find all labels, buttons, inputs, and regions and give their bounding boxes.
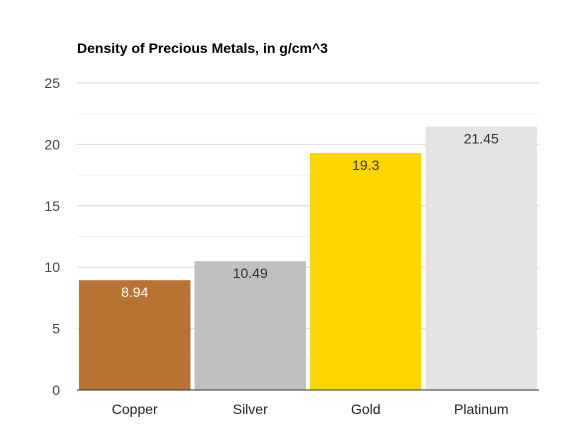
x-axis-categories: Copper Silver Gold Platinum: [112, 401, 509, 417]
y-tick-label: 20: [44, 136, 60, 152]
bars: [79, 126, 537, 391]
y-tick-label: 10: [44, 259, 60, 275]
data-label-copper: 8.94: [121, 284, 148, 300]
y-tick-label: 25: [44, 75, 60, 91]
y-tick-label: 0: [52, 382, 60, 398]
bar-gold: [310, 152, 422, 390]
bar-platinum: [425, 126, 537, 391]
data-label-silver: 10.49: [233, 265, 268, 281]
bar-copper: [79, 280, 191, 390]
x-tick-label-copper: Copper: [112, 401, 158, 417]
data-label-platinum: 21.45: [464, 131, 499, 147]
x-tick-label-gold: Gold: [351, 401, 381, 417]
y-tick-label: 15: [44, 198, 60, 214]
chart-title: Density of Precious Metals, in g/cm^3: [77, 40, 328, 56]
x-tick-label-platinum: Platinum: [454, 401, 508, 417]
data-labels: 8.94 10.49 19.3 21.45: [121, 131, 499, 301]
data-label-gold: 19.3: [352, 157, 379, 173]
y-axis-ticks: 0 5 10 15 20 25: [44, 75, 60, 398]
bar-silver: [194, 261, 306, 390]
x-tick-label-silver: Silver: [233, 401, 268, 417]
y-tick-label: 5: [52, 321, 60, 337]
